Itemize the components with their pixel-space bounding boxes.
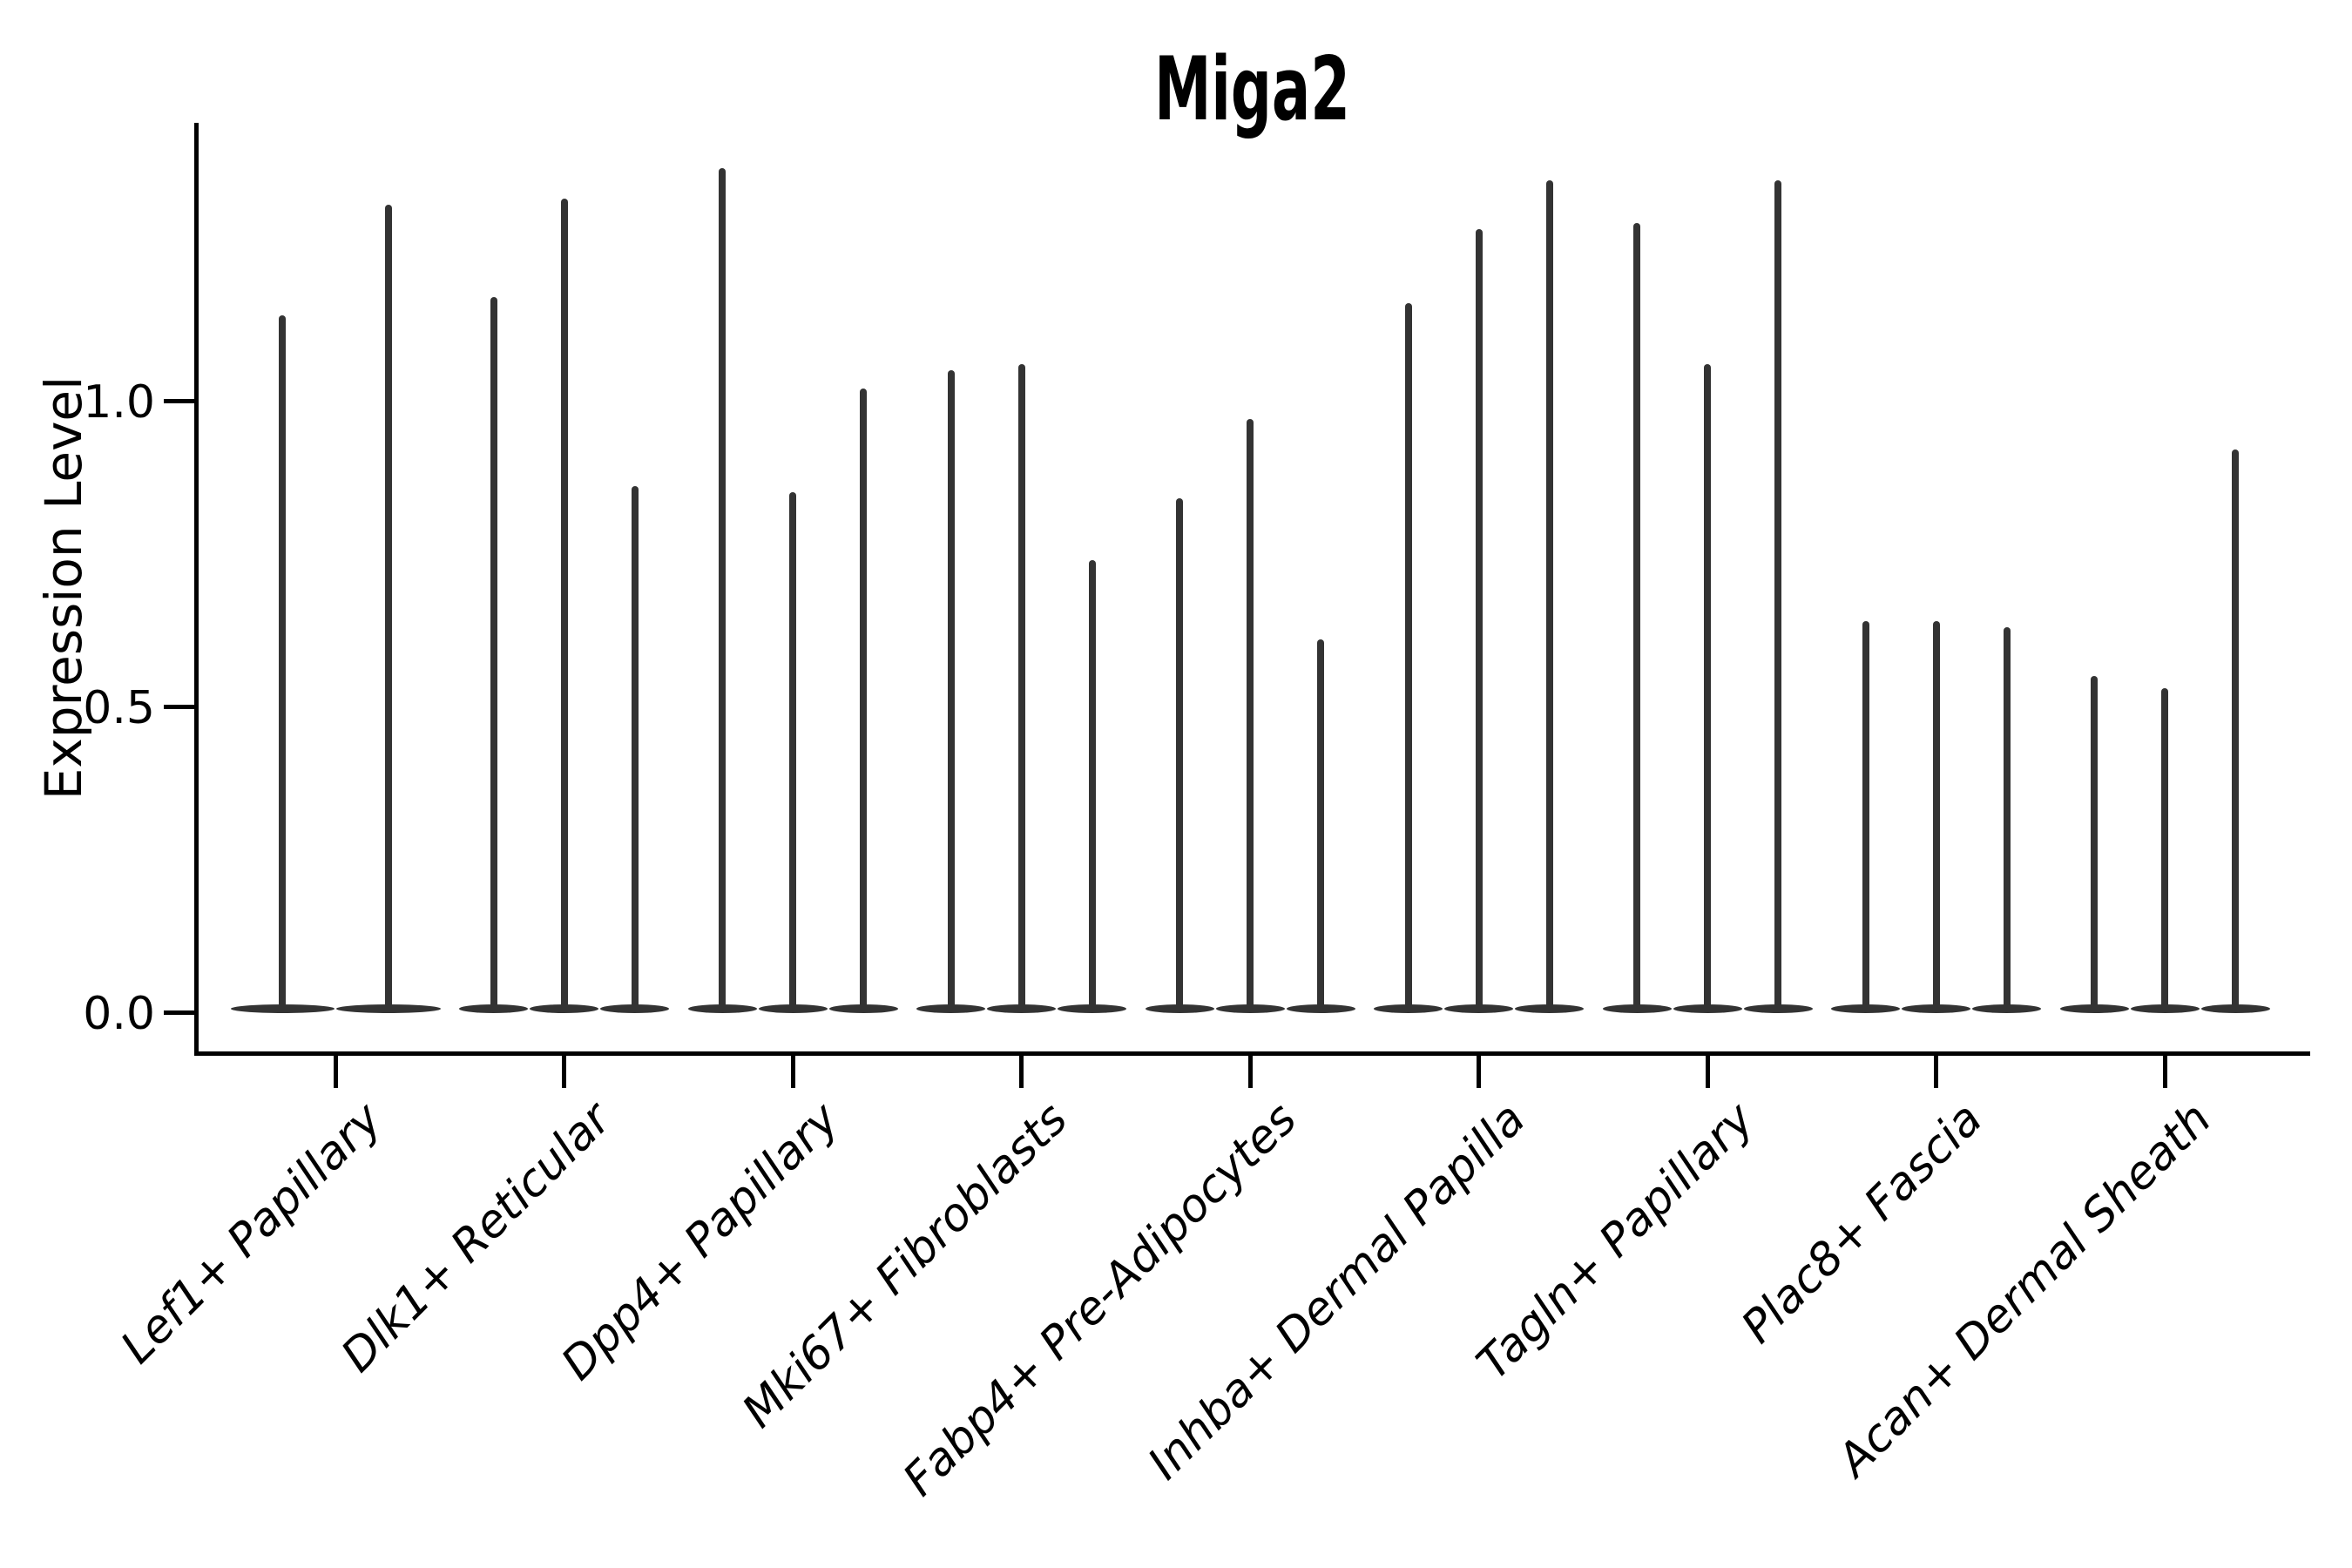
- x-axis-spine: [194, 1051, 2310, 1056]
- chart-title: Miga2: [1154, 37, 1350, 140]
- violin-spike: [560, 199, 568, 1010]
- violin-spike: [1862, 620, 1869, 1010]
- x-tick-mark: [1247, 1056, 1253, 1088]
- violin-spike: [2232, 449, 2239, 1010]
- x-tick-mark: [790, 1056, 795, 1088]
- violin-spike: [1704, 363, 1711, 1010]
- violin-spike: [2091, 675, 2098, 1010]
- violin-spike: [631, 486, 639, 1010]
- violin-spike: [947, 369, 955, 1010]
- y-tick-label: 1.0: [83, 376, 155, 429]
- y-tick-mark: [164, 1010, 196, 1015]
- x-tick-mark: [2162, 1056, 2167, 1088]
- violin-spike: [1475, 229, 1483, 1010]
- violin-spike: [490, 296, 497, 1010]
- y-tick-label: 0.0: [83, 988, 155, 1040]
- violin-spike: [1545, 180, 1553, 1010]
- violin-spike: [279, 314, 287, 1010]
- y-axis-title: Expression Level: [34, 375, 93, 801]
- x-tick-mark: [1934, 1056, 1938, 1088]
- y-tick-mark: [164, 704, 196, 709]
- x-tick-mark: [1477, 1056, 1481, 1088]
- y-tick-label: 0.5: [83, 682, 155, 734]
- violin-spike: [1317, 639, 1324, 1010]
- violin-spike: [2003, 626, 2011, 1010]
- violin-spike: [384, 205, 392, 1010]
- y-axis-spine: [194, 123, 199, 1056]
- x-tick-mark: [333, 1056, 338, 1088]
- x-tick-mark: [1705, 1056, 1710, 1088]
- violin-spike: [1247, 419, 1254, 1010]
- x-axis-category-label: Fabp4+ Pre-Adipocytes: [893, 1092, 1308, 1507]
- x-axis-category-label: Acan+ Dermal Sheath: [1828, 1092, 2222, 1487]
- y-tick-mark: [164, 398, 196, 403]
- violin-spike: [860, 388, 867, 1010]
- violin-spike: [1633, 223, 1640, 1010]
- violin-spike: [789, 492, 796, 1010]
- x-axis-category-label: Inhba+ Dermal Papilla: [1138, 1092, 1536, 1490]
- violin-spike: [1088, 559, 1096, 1010]
- violin-spike: [1932, 620, 1940, 1010]
- violin-spike: [719, 168, 726, 1010]
- violin-spike: [1404, 302, 1412, 1010]
- x-tick-mark: [1019, 1056, 1024, 1088]
- violin-spike: [1774, 180, 1781, 1010]
- violin-spike: [1017, 363, 1025, 1010]
- x-axis-category-label: Plac8+ Fascia: [1732, 1092, 1993, 1354]
- violin-spike: [1176, 498, 1183, 1010]
- x-tick-mark: [562, 1056, 566, 1088]
- violin-spike: [2161, 687, 2168, 1010]
